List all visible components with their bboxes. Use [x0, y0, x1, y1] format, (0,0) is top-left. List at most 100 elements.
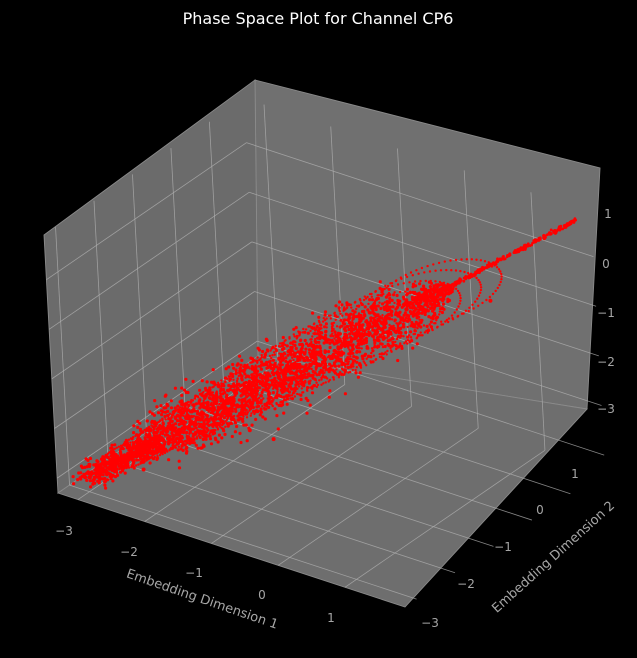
- orbit-point: [194, 403, 197, 406]
- orbit-point: [377, 294, 380, 297]
- tick-labels: −3 −2 −1 0 1 −3 −2 −1 0 1 −3 −2 −1 0 1: [55, 207, 615, 630]
- data-point: [436, 283, 440, 287]
- orbit-point: [257, 396, 261, 400]
- orbit-point: [256, 361, 259, 364]
- data-point: [294, 383, 298, 387]
- data-point: [148, 433, 152, 437]
- orbit-point: [314, 353, 317, 356]
- data-point: [438, 297, 443, 301]
- data-point: [304, 347, 308, 351]
- tail-point: [472, 273, 476, 276]
- data-point: [216, 440, 220, 444]
- data-point: [428, 299, 432, 304]
- orbit-point: [304, 350, 307, 354]
- orbit-point: [459, 294, 462, 297]
- data-point: [248, 401, 252, 405]
- orbit-point: [296, 392, 299, 396]
- orbit-point: [158, 453, 162, 457]
- data-point: [145, 444, 149, 448]
- data-point: [307, 381, 311, 385]
- tail-point: [508, 252, 512, 256]
- data-point: [279, 360, 283, 364]
- orbit-point: [354, 300, 357, 304]
- data-point: [411, 282, 415, 286]
- orbit-point: [159, 419, 162, 422]
- data-point: [202, 444, 206, 448]
- orbit-point: [313, 322, 316, 325]
- orbit-point: [220, 426, 223, 430]
- orbit-point: [440, 320, 443, 323]
- orbit-point: [349, 303, 353, 306]
- orbit-point: [300, 387, 303, 390]
- data-point: [244, 423, 248, 427]
- orbit-point: [280, 342, 284, 345]
- orbit-point: [232, 404, 236, 407]
- data-point: [376, 319, 380, 323]
- orbit-point: [123, 467, 126, 470]
- orbit-point: [271, 380, 274, 383]
- orbit-point: [111, 448, 115, 452]
- orbit-point: [267, 378, 270, 381]
- orbit-point: [251, 403, 254, 406]
- data-point: [197, 424, 202, 429]
- orbit-point: [238, 367, 241, 371]
- tail-point: [498, 257, 502, 261]
- data-point: [341, 321, 345, 325]
- orbit-point: [275, 396, 279, 400]
- orbit-point: [296, 350, 299, 353]
- orbit-point: [332, 321, 336, 324]
- data-point: [153, 399, 157, 403]
- orbit-point: [320, 327, 323, 330]
- left-wall-gridline: [170, 148, 186, 407]
- z-tick-label: 0: [602, 257, 610, 271]
- orbit-point: [432, 296, 435, 299]
- orbit-point: [299, 372, 303, 375]
- orbit-point: [222, 382, 225, 385]
- orbit-point: [393, 301, 396, 305]
- data-point: [208, 434, 212, 438]
- orbit-point: [243, 406, 246, 409]
- data-point: [357, 346, 361, 350]
- orbit-point: [479, 288, 483, 292]
- data-point: [263, 417, 267, 421]
- data-point: [399, 326, 403, 330]
- orbit-point: [237, 419, 241, 422]
- orbit-point: [252, 374, 256, 378]
- orbit-point: [205, 408, 209, 412]
- orbit-point: [373, 313, 376, 316]
- trajectory-point: [158, 436, 163, 442]
- orbit-point: [177, 430, 180, 433]
- data-point: [351, 361, 355, 365]
- orbit-point: [202, 435, 205, 438]
- data-point: [318, 333, 322, 338]
- data-point: [369, 305, 373, 309]
- data-point: [166, 436, 170, 441]
- data-point: [260, 390, 264, 394]
- trajectory-point: [373, 323, 378, 328]
- orbit-point: [450, 314, 454, 317]
- orbit-point: [261, 364, 265, 367]
- orbit-point: [268, 402, 271, 406]
- data-point: [382, 305, 386, 309]
- data-point: [379, 306, 383, 311]
- data-point: [238, 411, 242, 415]
- orbit-point: [306, 389, 309, 392]
- orbit-point: [299, 382, 302, 386]
- data-point: [155, 405, 159, 409]
- orbit-point: [406, 339, 410, 342]
- orbit-point: [221, 397, 224, 401]
- data-point: [373, 329, 378, 333]
- orbit-point: [419, 331, 422, 334]
- orbit-point: [270, 356, 273, 360]
- orbit-point: [451, 316, 454, 320]
- data-point: [177, 459, 181, 463]
- orbit-point: [211, 391, 215, 394]
- data-point: [101, 477, 105, 481]
- orbit-point: [245, 416, 249, 419]
- orbit-point: [218, 414, 221, 417]
- data-point: [282, 357, 286, 361]
- data-point: [406, 335, 410, 339]
- orbit-point: [297, 385, 301, 388]
- orbit-point: [275, 401, 278, 405]
- orbit-point: [335, 339, 338, 342]
